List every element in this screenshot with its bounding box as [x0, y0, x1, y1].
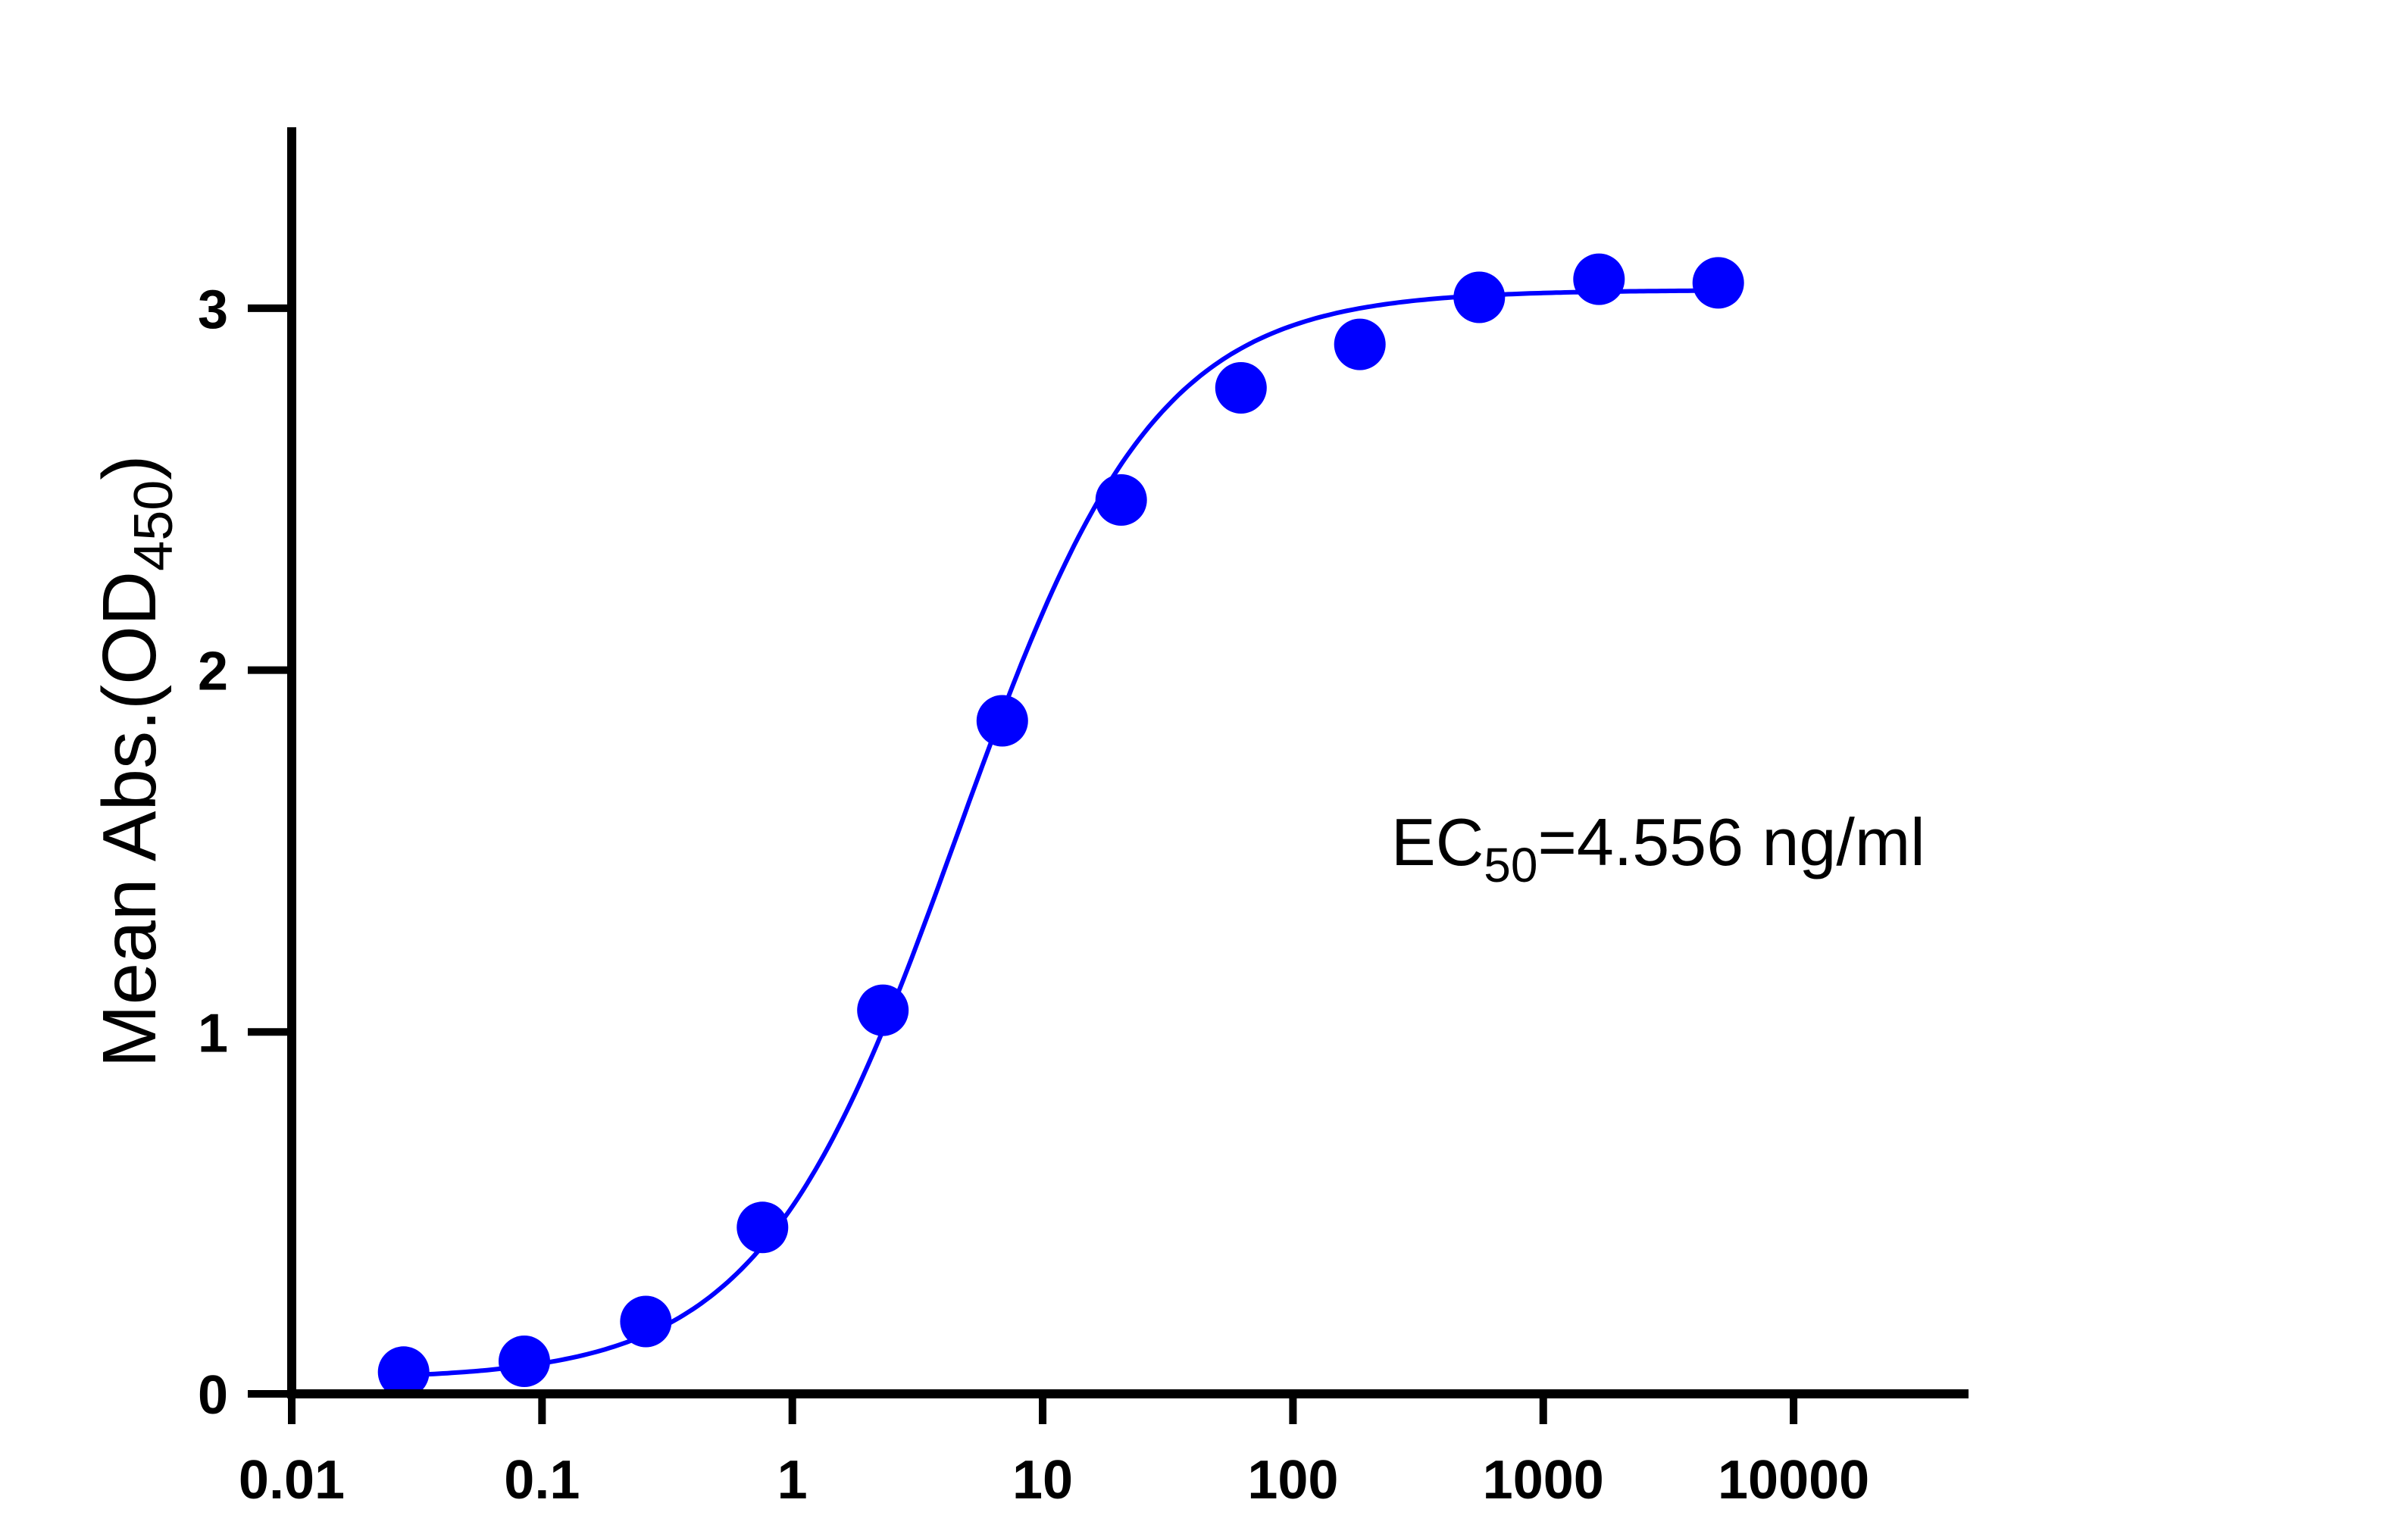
x-tick-label: 100 — [1247, 1450, 1338, 1511]
x-tick-label: 10 — [1012, 1450, 1073, 1511]
data-point — [377, 1346, 430, 1398]
y-tick-label: 0 — [198, 1365, 228, 1426]
x-tick-label: 10000 — [1718, 1450, 1869, 1511]
x-tick-label: 0.01 — [239, 1450, 345, 1511]
data-point — [499, 1336, 550, 1387]
y-ticks: 0 1 2 3 — [198, 280, 292, 1426]
data-point — [620, 1295, 672, 1348]
x-tick-label: 0.1 — [504, 1450, 580, 1511]
y-tick-label: 1 — [198, 1003, 228, 1064]
y-tick-label: 2 — [198, 642, 228, 702]
x-tick-label: 1000 — [1483, 1450, 1604, 1511]
y-tick-label: 3 — [198, 280, 228, 340]
data-point — [1692, 257, 1744, 309]
ec50-annotation: EC50=4.556 ng/ml — [1391, 804, 1925, 892]
axes — [287, 127, 1969, 1398]
data-point — [1215, 362, 1267, 414]
data-point — [1573, 253, 1625, 305]
fit-curve — [403, 288, 1718, 1378]
data-point — [1334, 318, 1386, 370]
x-tick-label: 1 — [777, 1450, 808, 1511]
data-point — [976, 695, 1028, 747]
data-point — [1095, 474, 1147, 526]
x-ticks: 0.01 0.1 1 10 100 1000 10000 — [239, 1394, 1869, 1511]
data-point — [857, 984, 909, 1036]
data-point — [1453, 271, 1506, 323]
data-points-layer — [377, 253, 1744, 1398]
y-axis-title: Mean Abs.(OD450) — [87, 455, 184, 1067]
fit-curve-layer — [403, 288, 1718, 1378]
data-point — [736, 1201, 789, 1254]
